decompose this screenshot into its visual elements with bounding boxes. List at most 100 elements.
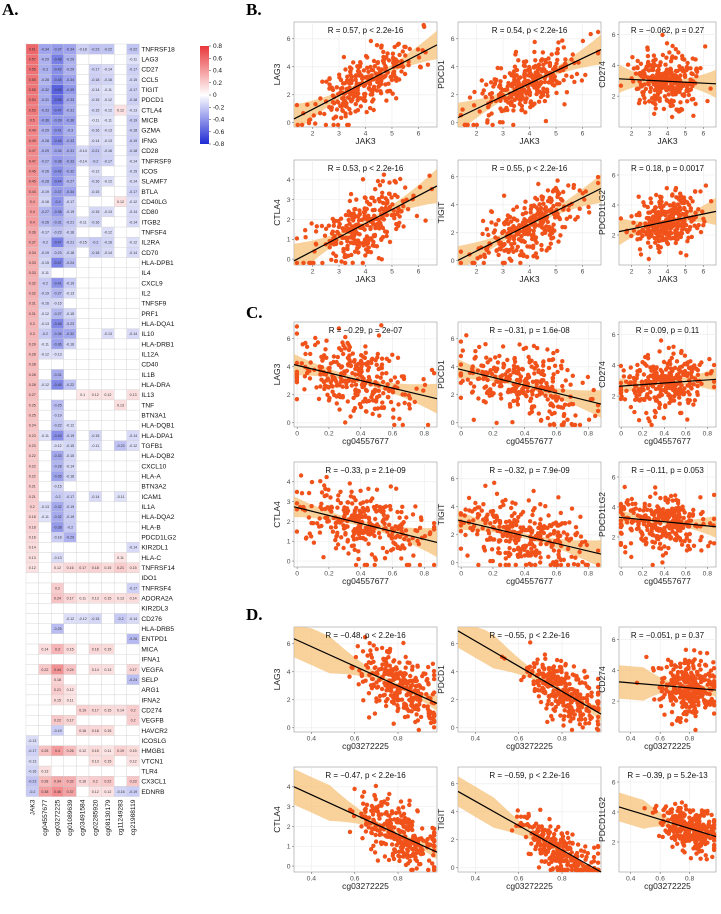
- data-point: [341, 395, 345, 399]
- heatmap-cell: [102, 298, 115, 308]
- heatmap-cell: [64, 675, 77, 685]
- data-point: [508, 257, 512, 261]
- data-point: [295, 501, 299, 505]
- data-point: [519, 512, 523, 516]
- data-point: [376, 179, 380, 183]
- data-point: [484, 83, 488, 87]
- heatmap-cell: [89, 258, 102, 268]
- heatmap-cell: [102, 736, 115, 746]
- data-point: [494, 514, 498, 518]
- x-axis-title: cg04557677: [644, 436, 691, 446]
- heatmap-row-label: ICAM1: [141, 494, 161, 501]
- heatmap-row-label: HLA-B: [141, 524, 161, 531]
- data-point: [512, 69, 516, 73]
- data-point: [322, 112, 326, 116]
- heatmap-row-label: TNFRSF9: [141, 158, 171, 165]
- heatmap-cell: [76, 64, 89, 74]
- data-point: [659, 245, 663, 249]
- heatmap-cell-value: -0.19: [66, 210, 74, 214]
- data-point: [421, 388, 425, 392]
- x-tick-label: 5: [390, 269, 394, 276]
- x-tick-label: 3: [337, 131, 341, 138]
- data-point: [545, 347, 549, 351]
- heatmap-cell: [76, 95, 89, 105]
- heatmap-cell: [76, 756, 89, 766]
- data-point: [372, 505, 376, 509]
- heatmap-cell-value: -0.45: [53, 322, 61, 326]
- data-point: [363, 397, 367, 401]
- heatmap-cell-value: -0.17: [129, 190, 137, 194]
- data-point: [507, 563, 511, 567]
- heatmap-cell-value: -0.28: [41, 139, 49, 143]
- data-point: [378, 535, 382, 539]
- heatmap-cell-value: 0.21: [117, 566, 124, 570]
- heatmap-cell-value: 0.4: [30, 220, 35, 224]
- y-tick-label: 0: [287, 256, 291, 263]
- data-point: [414, 387, 418, 391]
- y-axis-title: LAG3: [272, 363, 282, 385]
- data-point: [673, 493, 677, 497]
- data-point: [635, 237, 639, 241]
- data-point: [335, 85, 339, 89]
- heatmap-cell: [89, 278, 102, 288]
- data-point: [393, 542, 397, 546]
- data-point: [630, 528, 634, 532]
- data-point: [569, 555, 573, 559]
- y-tick-label: 2: [287, 92, 291, 99]
- heatmap-cell-value: -0.22: [104, 47, 112, 51]
- data-point: [348, 69, 352, 73]
- heatmap-cell: [89, 461, 102, 471]
- heatmap-cell-value: -0.17: [28, 749, 36, 753]
- data-point: [696, 207, 700, 211]
- heatmap-row-label: TIGIT: [141, 87, 158, 94]
- data-point: [349, 192, 353, 196]
- heatmap-cell: [127, 400, 140, 410]
- heatmap-row-label: MICA: [141, 646, 158, 653]
- data-point: [556, 539, 560, 543]
- heatmap-cell-value: 0.13: [29, 556, 36, 560]
- heatmap-cell: [76, 573, 89, 583]
- data-point: [360, 375, 364, 379]
- heatmap-cell: [64, 298, 77, 308]
- data-point: [347, 213, 351, 217]
- data-point: [400, 505, 404, 509]
- data-point: [351, 351, 355, 355]
- data-point: [390, 533, 394, 537]
- data-point: [305, 371, 309, 375]
- heatmap-cell-value: -0.32: [41, 88, 49, 92]
- data-point: [545, 87, 549, 91]
- heatmap-cell: [51, 766, 64, 776]
- data-point: [656, 214, 660, 218]
- data-point: [484, 95, 488, 99]
- data-point: [707, 357, 711, 361]
- heatmap-column-label: cg08130179: [105, 799, 112, 836]
- data-point: [367, 375, 371, 379]
- data-point: [556, 553, 560, 557]
- heatmap-cell-value: -0.16: [104, 78, 112, 82]
- y-tick-label: 6: [287, 336, 291, 343]
- data-point: [550, 387, 554, 391]
- data-point: [419, 518, 423, 522]
- heatmap-cell: [102, 481, 115, 491]
- heatmap-cell-value: 0.21: [29, 495, 36, 499]
- data-point: [342, 227, 346, 231]
- data-point: [648, 196, 652, 200]
- heatmap-cell-value: -0.14: [129, 546, 137, 550]
- heatmap-row-label: CCL5: [141, 77, 158, 84]
- y-tick-label: 6: [612, 474, 616, 481]
- data-point: [562, 78, 566, 82]
- data-point: [552, 372, 556, 376]
- data-point: [653, 63, 657, 67]
- data-point: [686, 360, 690, 364]
- heatmap-cell: [102, 461, 115, 471]
- data-point: [508, 402, 512, 406]
- data-point: [660, 560, 664, 564]
- data-point: [673, 73, 677, 77]
- data-point: [399, 209, 403, 213]
- heatmap-cell: [89, 268, 102, 278]
- data-point: [401, 49, 405, 53]
- heatmap-cell: [102, 685, 115, 695]
- heatmap-cell: [64, 410, 77, 420]
- data-point: [499, 396, 503, 400]
- correlation-stat-label: R = −0.33, p = 2.1e-09: [325, 466, 406, 475]
